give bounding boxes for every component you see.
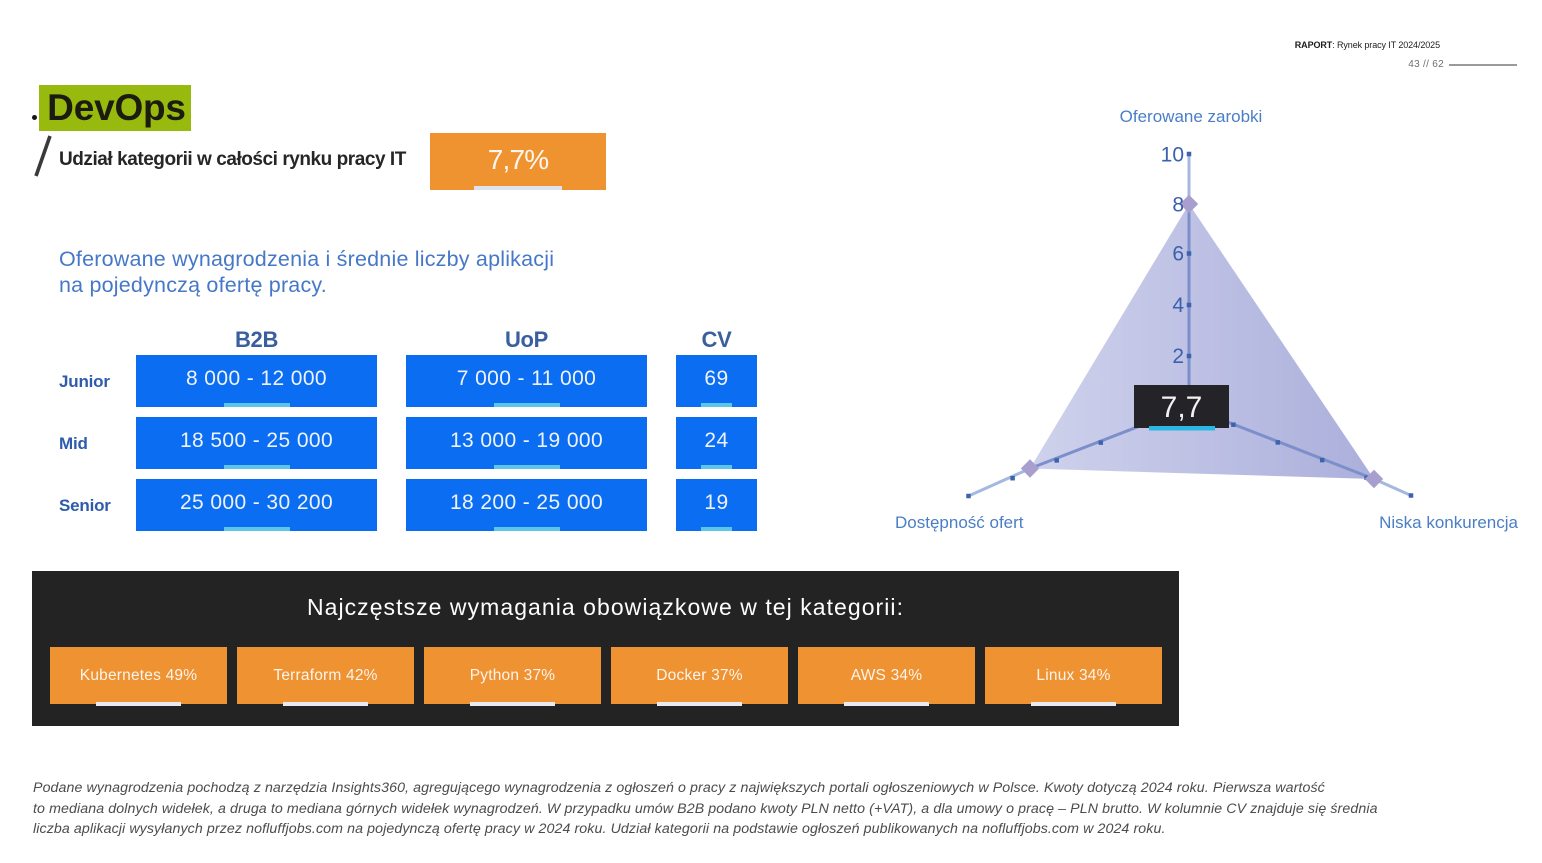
svg-text:7,7: 7,7 <box>1161 391 1203 424</box>
svg-text:6: 6 <box>1172 243 1184 266</box>
svg-text:8: 8 <box>1172 194 1184 217</box>
svg-text:4: 4 <box>1172 294 1184 317</box>
svg-text:Oferowane zarobki: Oferowane zarobki <box>1120 107 1263 126</box>
svg-text:10: 10 <box>1161 144 1184 167</box>
svg-text:Dostępność ofert: Dostępność ofert <box>895 513 1024 532</box>
svg-text:Niska konkurencja: Niska konkurencja <box>1379 513 1518 532</box>
svg-text:2: 2 <box>1172 345 1184 368</box>
